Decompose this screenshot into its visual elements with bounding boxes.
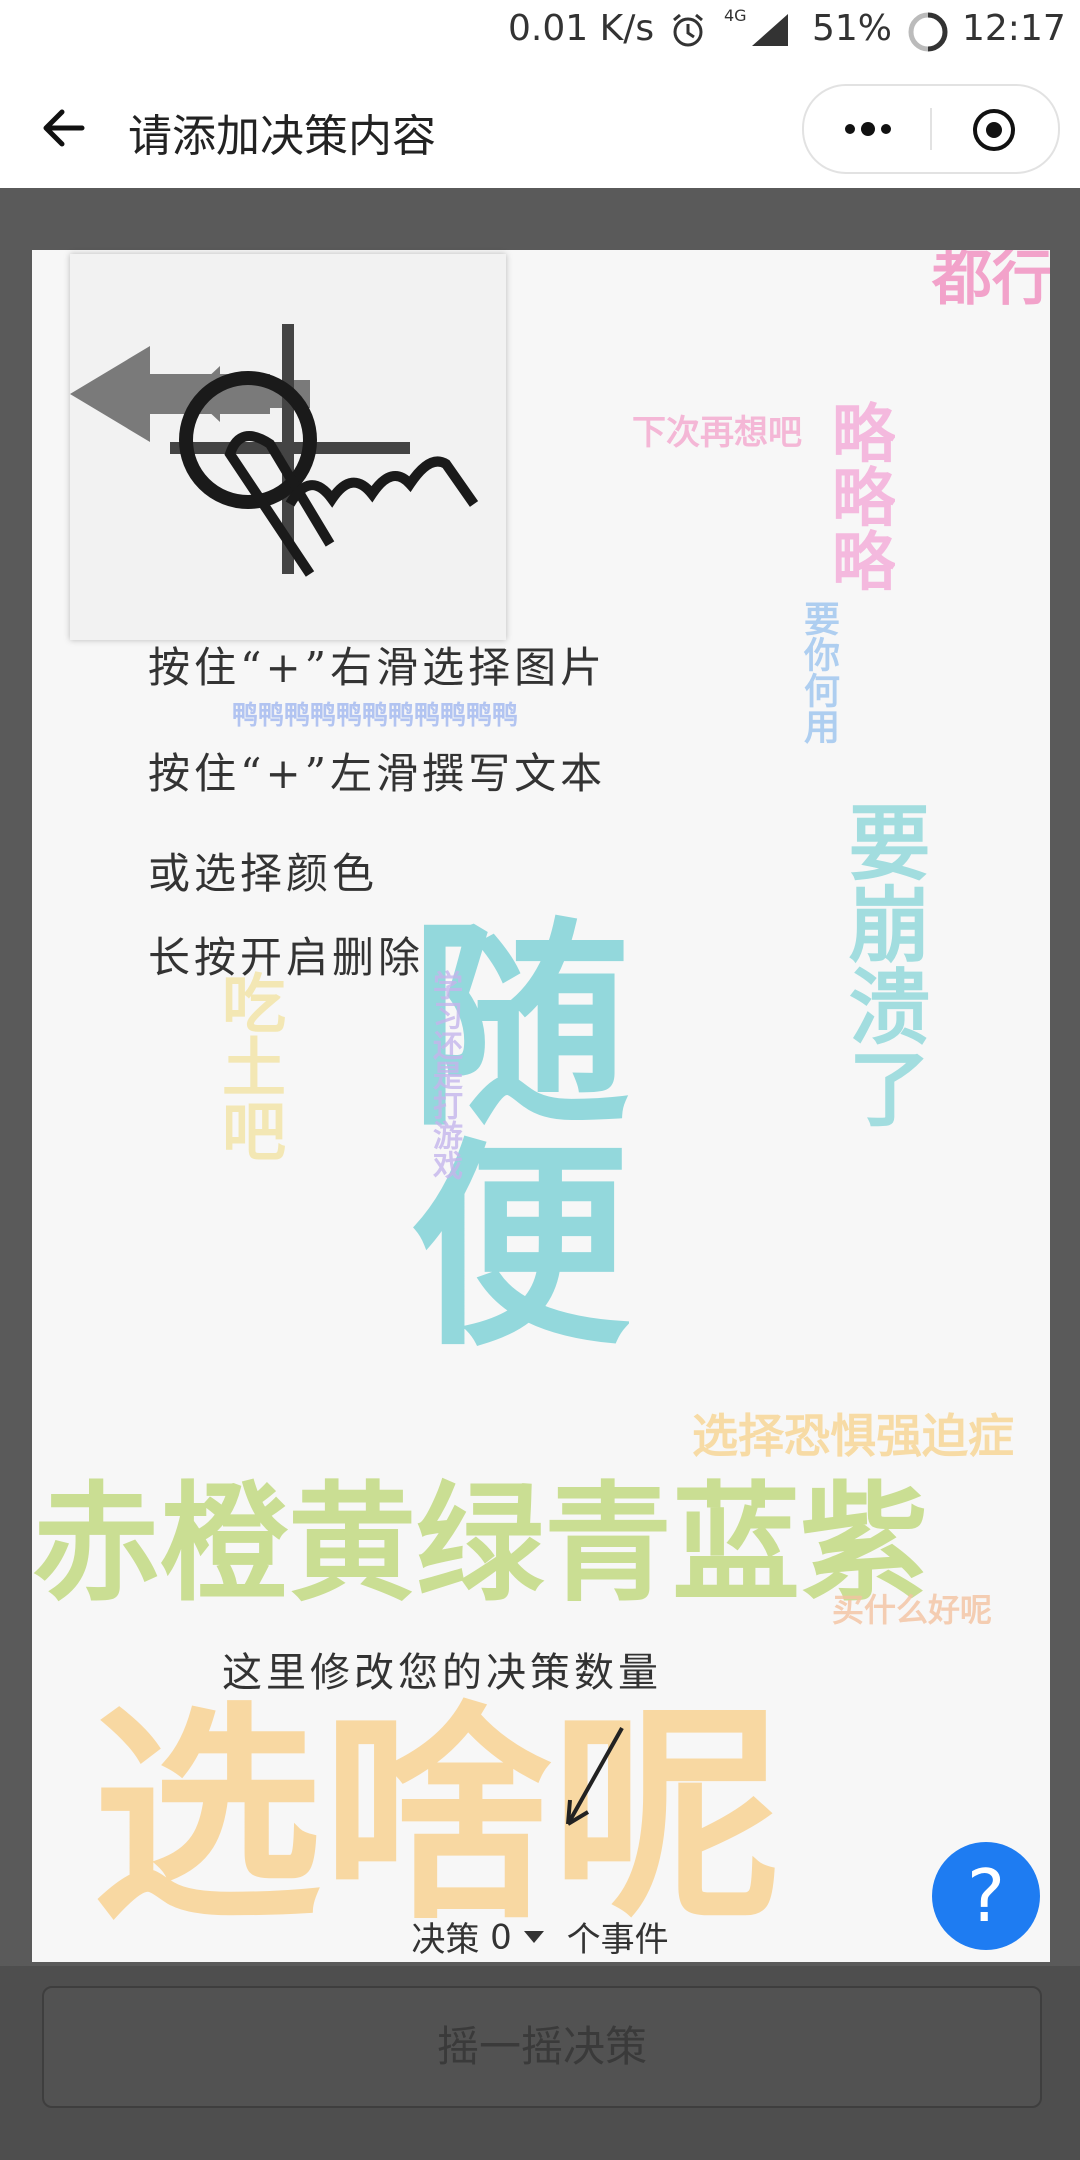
decision-count-row: 决策 0 个事件 (0, 1912, 1080, 1961)
decision-count-picker[interactable]: 0 (490, 1916, 566, 1958)
instruction-line-3: 或选择颜色 (148, 849, 379, 898)
help-button[interactable]: ? (932, 1842, 1040, 1950)
mini-program-capsule (802, 84, 1060, 174)
battery-level: 51% (812, 8, 893, 49)
word-cloud-item: 都行 (932, 250, 1050, 314)
page-title: 请添加决策内容 (128, 111, 436, 162)
word-cloud-item: 下次再想吧 (632, 413, 802, 453)
word-cloud-item: 赤橙黄绿青蓝紫 (32, 1470, 929, 1619)
word-cloud-item: 略略略 (821, 400, 895, 592)
bottom-action-bar: 摇一摇决策 (0, 1966, 1080, 2160)
swipe-gesture-icon (70, 324, 479, 577)
hint-arrow-icon (566, 1727, 624, 1826)
word-cloud-item: 买什么好呢 (832, 1591, 993, 1629)
status-bar: 0.01 K/s 4G 51% 12:17 (0, 0, 1080, 66)
swipe-tutorial-illustration (70, 254, 506, 640)
alarm-icon (668, 10, 708, 59)
network-type: 4G (724, 6, 747, 25)
decision-suffix: 个事件 (566, 1920, 669, 1960)
signal-icon (748, 10, 792, 59)
instruction-line-4: 长按开启删除 (148, 933, 425, 982)
record-target-icon[interactable] (972, 108, 1016, 152)
nav-bar: 请添加决策内容 (0, 66, 1080, 189)
word-cloud-item: 选啥呢 (92, 1684, 783, 1951)
word-cloud-item: 随便 (373, 910, 629, 1350)
decision-count-hint: 这里修改您的决策数量 (222, 1650, 662, 1696)
instruction-line-1: 按住“+”右滑选择图片 (148, 643, 607, 692)
word-cloud-item: 要你何用 (798, 600, 839, 744)
shake-decide-button[interactable]: 摇一摇决策 (42, 1986, 1042, 2108)
word-cloud-item: 鸭鸭鸭鸭鸭鸭鸭鸭鸭鸭鸭 (232, 701, 519, 731)
word-cloud-item: 吃土吧 (211, 970, 285, 1162)
word-cloud-item: 选择恐惧强迫症 (692, 1409, 1014, 1463)
instruction-line-2: 按住“+”左滑撰写文本 (148, 749, 607, 798)
more-dots-icon[interactable] (840, 114, 896, 144)
capsule-divider (930, 108, 932, 150)
arrow-left-icon[interactable] (38, 102, 90, 154)
clock-time: 12:17 (962, 8, 1066, 49)
caret-down-icon (523, 1931, 544, 1944)
word-cloud-item: 要崩溃了 (834, 800, 929, 1128)
word-cloud-item: 学习还是打游戏 (427, 970, 462, 1180)
decision-count-value: 0 (490, 1917, 512, 1958)
battery-icon (906, 10, 950, 63)
decision-prefix: 决策 (411, 1920, 480, 1960)
network-speed: 0.01 K/s (508, 8, 655, 49)
